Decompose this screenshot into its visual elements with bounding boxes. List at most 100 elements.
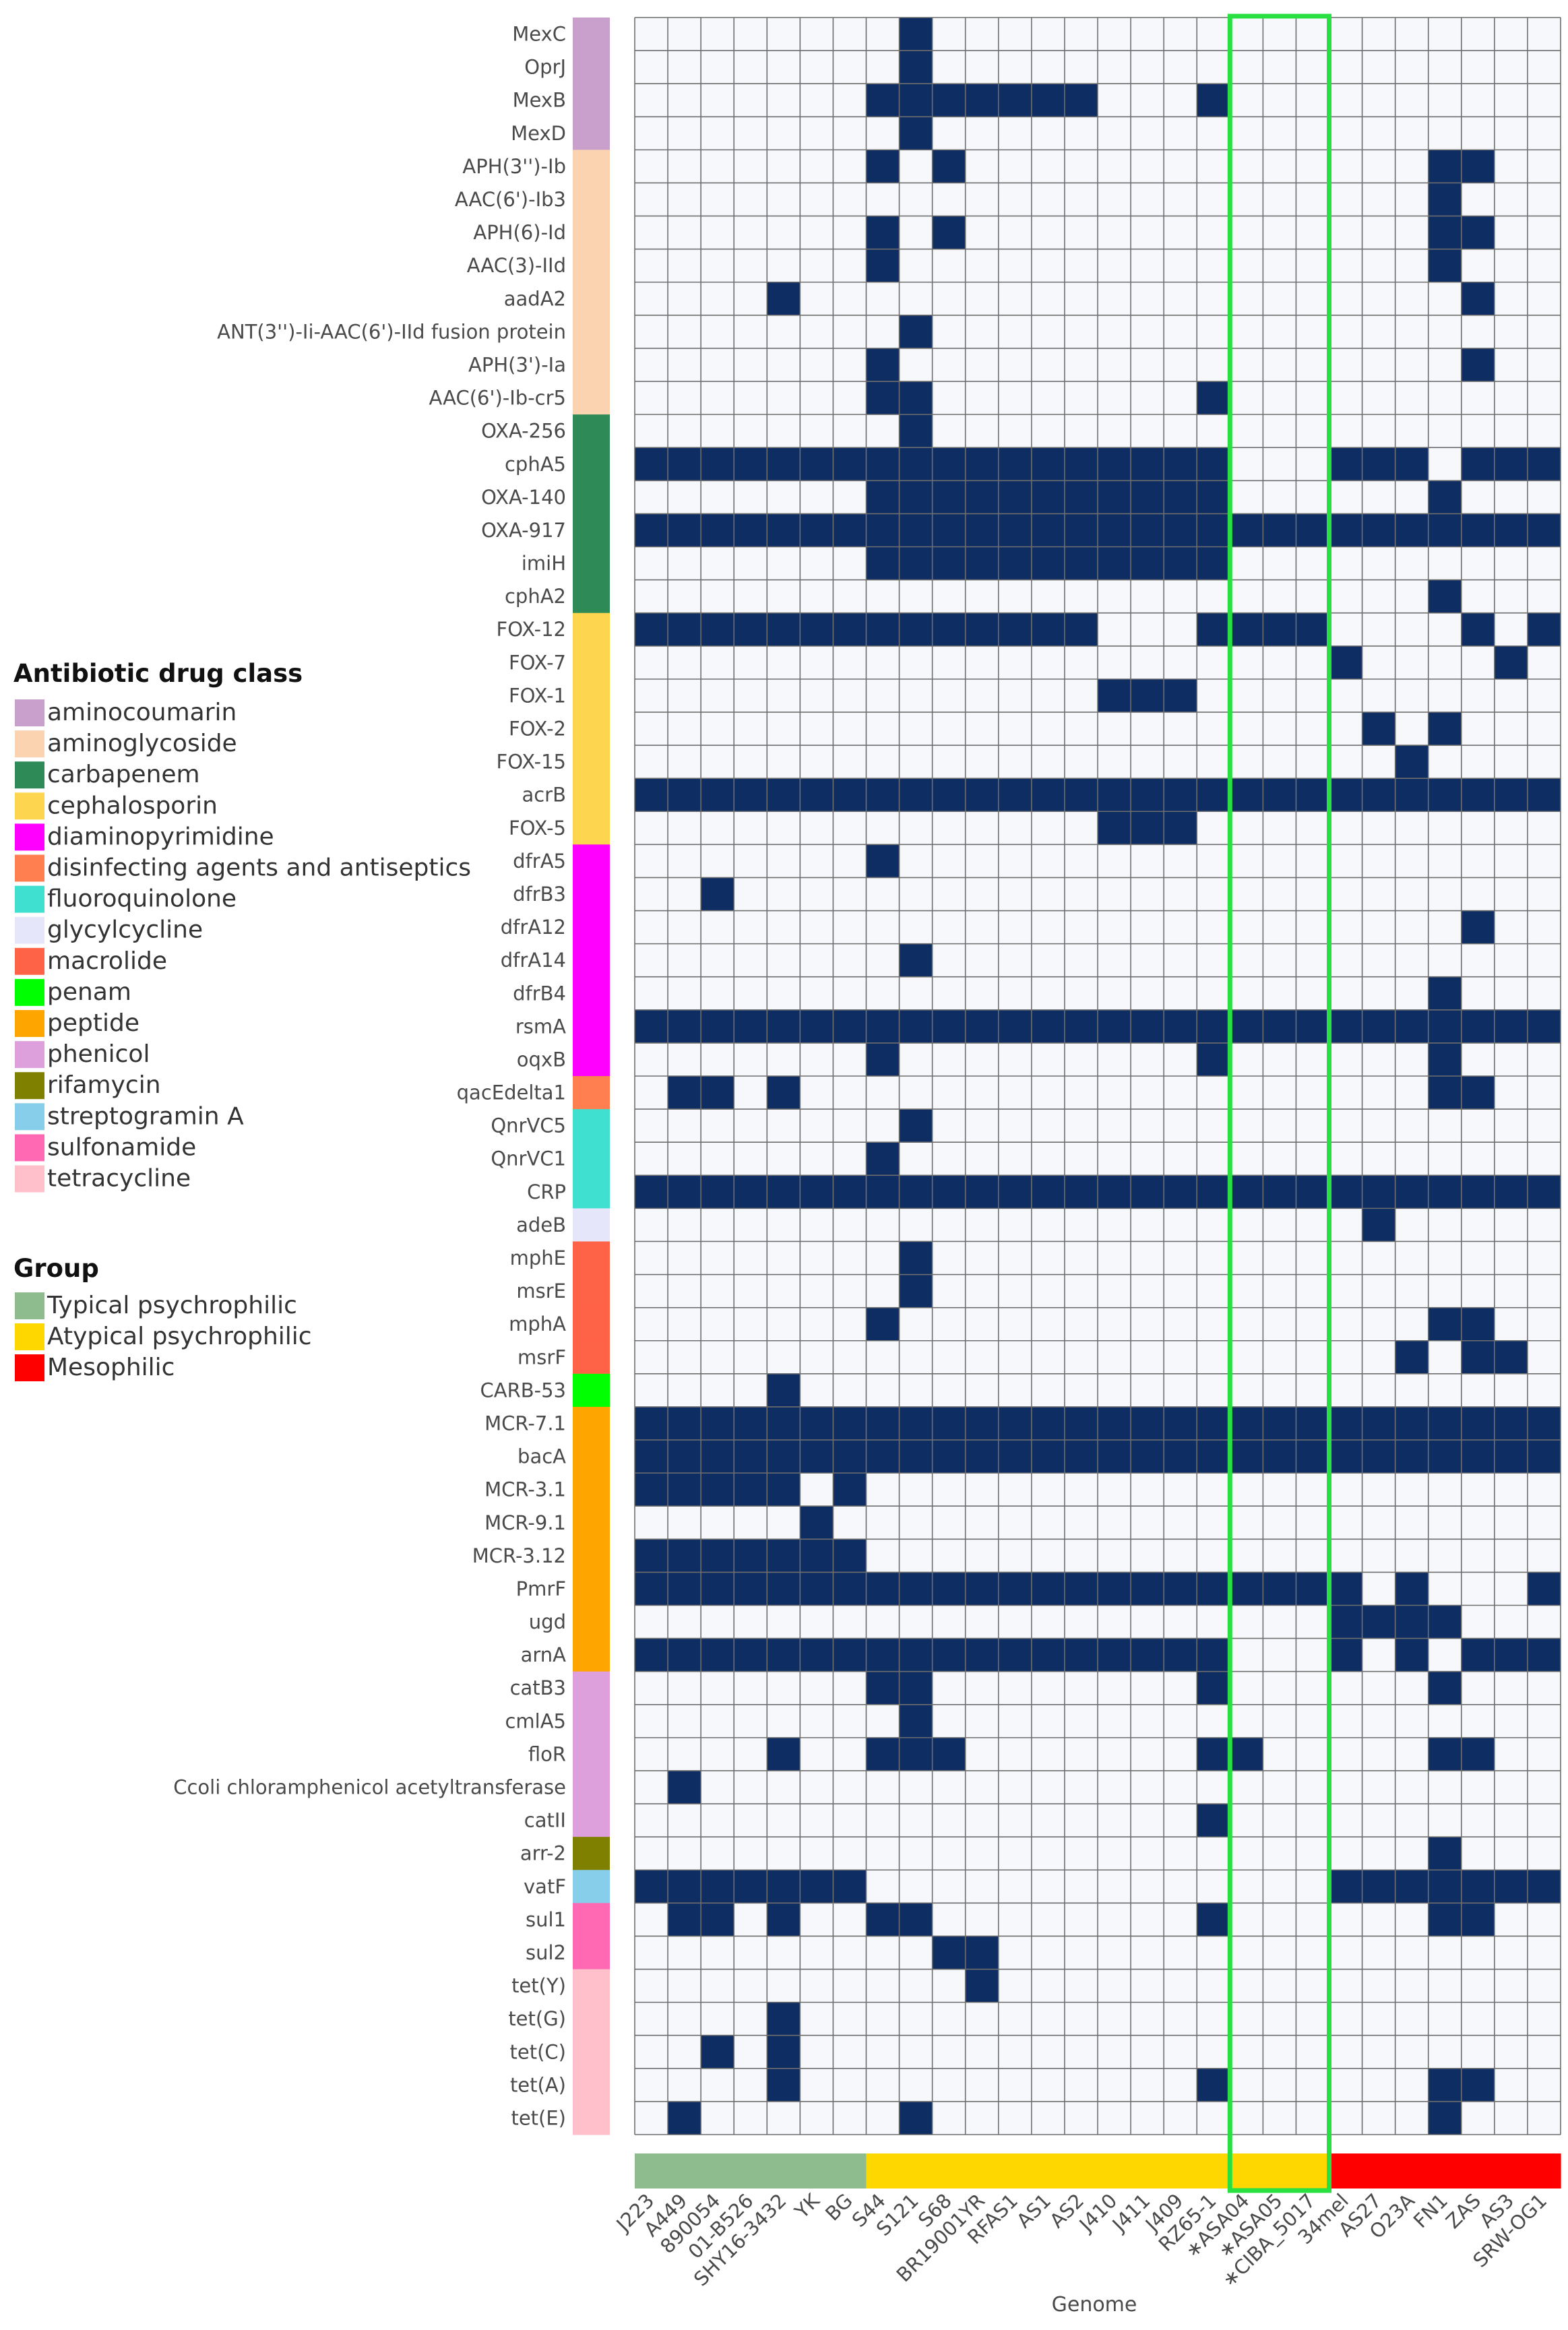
cell-present — [1230, 778, 1263, 812]
cell-present — [965, 612, 999, 646]
cell-present — [1428, 976, 1462, 1010]
cell-present — [701, 513, 734, 547]
cell-present — [1329, 513, 1362, 547]
cell-present — [899, 1175, 933, 1209]
class-strip-segment — [573, 1373, 610, 1408]
cell-present — [899, 447, 933, 481]
cell-present — [866, 1671, 900, 1705]
cell-present — [668, 778, 701, 812]
cell-present — [1428, 216, 1462, 249]
gene-label: QnrVC5 — [491, 1114, 566, 1137]
cell-present — [1329, 1870, 1362, 1903]
gene-label: dfrB3 — [513, 883, 566, 906]
cell-present — [1131, 1406, 1164, 1441]
cell-present — [899, 381, 933, 415]
cell-present — [1131, 513, 1164, 547]
cell-present — [1064, 1406, 1098, 1441]
cell-present — [1461, 910, 1495, 944]
cell-present — [1230, 1737, 1263, 1771]
cell-present — [899, 1903, 933, 1937]
cell-present — [767, 513, 801, 547]
cell-present — [1395, 513, 1429, 547]
cell-present — [1131, 1572, 1164, 1606]
gene-label: cphA5 — [505, 453, 566, 476]
gene-label: MCR-3.12 — [472, 1544, 566, 1567]
cell-present — [701, 778, 734, 812]
drug-class-legend: Antibiotic drug class aminocoumarin amino… — [13, 659, 471, 1193]
cell-present — [734, 1473, 767, 1507]
cell-present — [1395, 1572, 1429, 1606]
cell-present — [1329, 646, 1362, 679]
cell-present — [734, 447, 767, 481]
cell-present — [1428, 579, 1462, 613]
cell-present — [1329, 778, 1362, 812]
cell-present — [668, 1473, 701, 1507]
gene-label: CARB-53 — [480, 1379, 567, 1402]
cell-present — [932, 1936, 966, 1970]
cell-present — [1263, 778, 1296, 812]
cell-present — [701, 1572, 734, 1606]
legend-swatch — [15, 947, 44, 975]
cell-present — [701, 1473, 734, 1507]
cell-present — [998, 480, 1032, 514]
cell-present — [833, 447, 867, 481]
cell-present — [899, 2101, 933, 2135]
gene-label: vatF — [524, 1875, 566, 1898]
gene-label: APH(6)-Id — [473, 221, 566, 244]
cell-present — [1064, 1009, 1098, 1043]
gene-label: floR — [528, 1742, 566, 1765]
cell-present — [635, 447, 668, 481]
drug-class-legend-title: Antibiotic drug class — [13, 659, 303, 688]
cell-present — [1362, 1009, 1395, 1043]
cell-present — [1197, 84, 1230, 117]
cell-present — [1064, 447, 1098, 481]
cell-present — [1395, 1638, 1429, 1672]
cell-present — [866, 513, 900, 547]
cell-present — [734, 1539, 767, 1573]
group-legend-title: Group — [13, 1254, 99, 1283]
cell-present — [1362, 1440, 1395, 1474]
cell-present — [866, 844, 900, 878]
group-strip-segment — [734, 2153, 767, 2189]
cell-present — [1164, 1175, 1197, 1209]
cell-present — [1131, 679, 1164, 712]
legend-swatch — [15, 916, 44, 944]
group-strip-segment — [1098, 2153, 1131, 2189]
cell-present — [932, 1009, 966, 1043]
cell-present — [1230, 513, 1263, 547]
class-strip-segment — [573, 1870, 610, 1903]
cell-present — [1197, 612, 1230, 646]
cell-present — [1395, 1175, 1429, 1209]
cell-present — [833, 1473, 867, 1507]
cell-present — [767, 1903, 801, 1937]
group-strip-segment — [833, 2153, 867, 2189]
cell-present — [1329, 1638, 1362, 1672]
legend-swatch — [15, 730, 44, 758]
legend-label: glycylcycline — [47, 916, 203, 944]
cell-present — [1197, 1903, 1230, 1937]
cell-present — [1197, 1175, 1230, 1209]
cell-present — [1329, 1009, 1362, 1043]
cell-present — [965, 1572, 999, 1606]
gene-label: QnrVC1 — [491, 1147, 566, 1170]
cell-present — [668, 1076, 701, 1110]
cell-present — [1296, 1572, 1329, 1606]
cell-present — [701, 1440, 734, 1474]
cell-present — [1064, 513, 1098, 547]
legend-swatch — [15, 1165, 44, 1193]
gene-label: sul2 — [526, 1941, 566, 1964]
gene-label: ugd — [529, 1610, 566, 1633]
cell-present — [1461, 1009, 1495, 1043]
cell-present — [1461, 612, 1495, 646]
cell-present — [1263, 513, 1296, 547]
cell-present — [899, 1009, 933, 1043]
legend-swatch — [15, 1323, 44, 1350]
cell-present — [1527, 612, 1561, 646]
cell-present — [767, 1638, 801, 1672]
cell-present — [932, 1440, 966, 1474]
cell-present — [1098, 1406, 1131, 1441]
gene-label: OprJ — [524, 56, 566, 79]
gene-label: FOX-1 — [509, 684, 566, 707]
cell-present — [866, 84, 900, 117]
cell-present — [1098, 1638, 1131, 1672]
